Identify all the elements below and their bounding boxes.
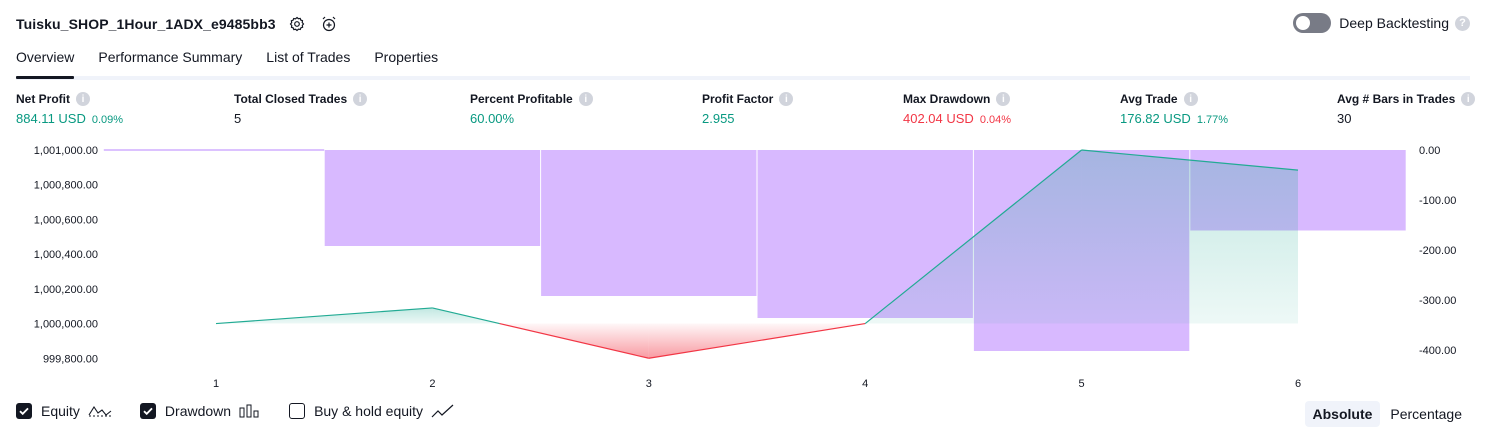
equity-line (648, 322, 866, 359)
left-axis-tick: 1,000,800.00 (34, 180, 98, 192)
drawdown-bars-icon (239, 404, 261, 418)
metric-label: Max Drawdown (903, 92, 991, 106)
legend-label: Drawdown (164, 403, 232, 419)
title-row: Tuisku_SHOP_1Hour_1ADX_e9485bb3 (16, 12, 340, 36)
x-axis-tick: 6 (1295, 378, 1301, 390)
strategy-name: Tuisku_SHOP_1Hour_1ADX_e9485bb3 (16, 16, 276, 32)
x-axis-tick: 3 (646, 378, 652, 390)
mode-percentage[interactable]: Percentage (1390, 406, 1462, 422)
metric-value: 176.82 USD (1120, 111, 1191, 126)
legend-label: Buy & hold equity (314, 403, 424, 419)
display-mode-switch: Absolute Percentage (1303, 401, 1471, 427)
metric-label: Avg Trade (1120, 92, 1178, 106)
metric-label: Total Closed Trades (234, 92, 348, 106)
legend-label: Equity (41, 403, 80, 419)
metric-value: 30 (1337, 111, 1352, 126)
equity-line (432, 307, 500, 325)
right-axis-tick: -300.00 (1419, 295, 1456, 307)
deep-backtesting: Deep Backtesting ? (1293, 13, 1470, 33)
metric-value: 884.11 USD (16, 111, 86, 126)
equity-line (1081, 149, 1299, 171)
equity-area (1081, 150, 1298, 324)
mode-absolute[interactable]: Absolute (1304, 401, 1381, 427)
info-icon[interactable]: i (779, 92, 794, 106)
info-icon[interactable]: i (76, 92, 90, 106)
left-axis-tick: 999,800.00 (43, 353, 98, 365)
left-axis-tick: 1,000,600.00 (34, 214, 98, 226)
info-icon[interactable]: i (1461, 92, 1476, 106)
buy-hold-line-icon (431, 404, 455, 418)
metric-total-closed-trades: Total Closed Trades i 5 (234, 92, 368, 126)
metric-value: 60.00% (470, 111, 515, 126)
chart-legend: Equity Drawdown Buy & hold equity (16, 403, 483, 419)
metric-label: Profit Factor (702, 92, 774, 106)
info-icon[interactable]: i (996, 92, 1011, 106)
help-icon[interactable]: ? (1455, 15, 1470, 31)
right-axis-tick: 0.00 (1419, 145, 1440, 157)
metric-value: 5 (234, 111, 242, 126)
tab-list-of-trades[interactable]: List of Trades (266, 49, 351, 65)
right-axis-tick: -200.00 (1419, 245, 1456, 257)
equity-line (499, 322, 649, 359)
metric-value: 402.04 USD (903, 111, 974, 126)
left-axis-tick: 1,000,000.00 (34, 319, 98, 331)
tab-performance-summary[interactable]: Performance Summary (98, 49, 243, 65)
metric-label: Percent Profitable (470, 92, 573, 106)
x-axis-tick: 2 (429, 378, 435, 390)
metric-max-drawdown: Max Drawdown i 402.04 USD 0.04% (903, 92, 1011, 126)
metric-avg-trade: Avg Trade i 176.82 USD 1.77% (1120, 92, 1228, 126)
legend-buy-hold-equity[interactable]: Buy & hold equity (289, 403, 455, 419)
deep-backtesting-toggle[interactable] (1293, 13, 1332, 33)
equity-line (864, 149, 1082, 325)
settings-icon[interactable] (286, 13, 308, 35)
metric-percent: 0.04% (979, 114, 1012, 126)
tab-bar: Overview Performance Summary List of Tra… (16, 44, 1470, 80)
drawdown-bar (541, 150, 757, 296)
metric-profit-factor: Profit Factor i 2.955 (702, 92, 794, 126)
drawdown-bar (324, 150, 541, 246)
legend-equity[interactable]: Equity (16, 403, 112, 419)
drawdown-checkbox[interactable] (139, 403, 156, 419)
equity-line-icon (88, 404, 112, 418)
metric-label: Net Profit (16, 92, 70, 106)
left-axis-tick: 1,001,000.00 (34, 145, 98, 157)
deep-backtesting-label: Deep Backtesting (1339, 15, 1449, 31)
info-icon[interactable]: i (353, 92, 368, 106)
equity-line (215, 307, 433, 325)
metric-label: Avg # Bars in Trades (1337, 92, 1456, 106)
right-axis-tick: -400.00 (1419, 345, 1456, 357)
metric-avg-bars-in-trades: Avg # Bars in Trades i 30 (1337, 92, 1476, 126)
right-axis-tick: -100.00 (1419, 195, 1456, 207)
buy-hold-checkbox[interactable] (289, 403, 306, 419)
tab-overview[interactable]: Overview (16, 44, 75, 79)
x-axis-tick: 1 (213, 378, 219, 390)
x-axis-tick: 4 (862, 378, 868, 390)
metric-percent: 0.09% (91, 114, 124, 126)
tab-properties[interactable]: Properties (374, 49, 439, 65)
metric-percent: 1.77% (1196, 114, 1229, 126)
x-axis-tick: 5 (1079, 378, 1085, 390)
info-icon[interactable]: i (578, 92, 593, 106)
metric-net-profit: Net Profit i 884.11 USD 0.09% (16, 92, 123, 126)
add-alert-icon[interactable] (318, 13, 340, 35)
legend-drawdown[interactable]: Drawdown (139, 403, 261, 419)
info-icon[interactable]: i (1183, 92, 1198, 106)
metric-percent-profitable: Percent Profitable i 60.00% (470, 92, 593, 126)
left-axis-tick: 1,000,400.00 (34, 249, 98, 261)
left-axis-tick: 1,000,200.00 (34, 284, 98, 296)
equity-drawdown-chart[interactable]: 1,001,000.00 1,000,800.00 1,000,600.00 1,00… (0, 140, 1486, 400)
metrics-row: Net Profit i 884.11 USD 0.09% Total Closed… (0, 92, 1486, 132)
equity-checkbox[interactable] (16, 403, 32, 419)
metric-value: 2.955 (702, 111, 735, 126)
